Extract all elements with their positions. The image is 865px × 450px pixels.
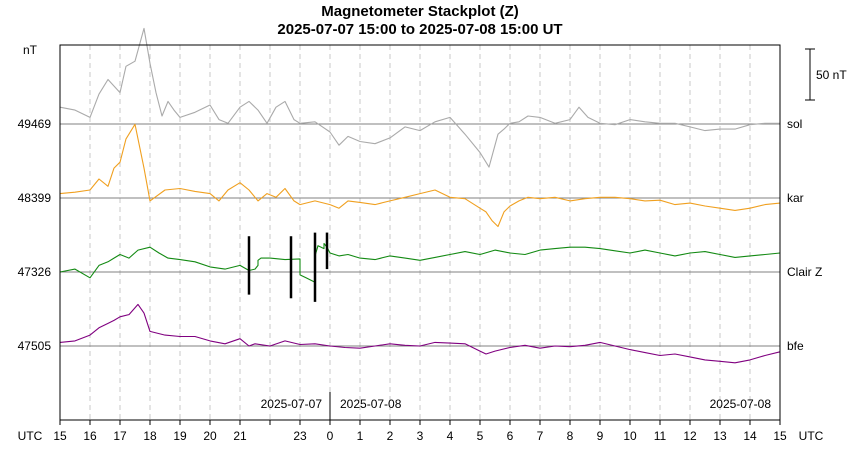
x-tick-label: 5	[477, 429, 484, 443]
baseline-value-label: 48399	[18, 191, 52, 205]
x-tick-label: 4	[447, 429, 454, 443]
x-tick-label: 23	[293, 429, 307, 443]
series-lines	[59, 27, 781, 364]
vertical-bars	[247, 232, 329, 302]
date-label-start: 2025-07-07	[261, 397, 323, 411]
baseline-value-label: 47326	[18, 265, 52, 279]
x-tick-label: 16	[83, 429, 97, 443]
x-tick-label: 15	[53, 429, 67, 443]
x-tick-label: 17	[113, 429, 127, 443]
series-line	[59, 123, 781, 228]
x-tick-label: 18	[143, 429, 157, 443]
scale-bar: 50 nT	[805, 48, 847, 101]
x-tick-label: 3	[417, 429, 424, 443]
date-label-day2: 2025-07-08	[340, 397, 402, 411]
chart-title: Magnetometer Stackplot (Z)	[321, 3, 519, 20]
series-name-label: sol	[787, 117, 802, 131]
series-line	[59, 27, 780, 168]
x-tick-label: 13	[713, 429, 727, 443]
x-axis-label-left: UTC	[18, 429, 43, 443]
x-axis-label-right: UTC	[799, 429, 824, 443]
y-axis-unit-label: nT	[23, 43, 38, 57]
series-labels: 49469 sol 48399 kar 47326 Clair Z 47505 bfe	[18, 117, 823, 353]
series-line	[59, 303, 781, 364]
x-ticks: 15 16 17 18 19 20 21 23 0 1 2 3 4 5 6 7 8 9 10 11 12 13 14 15	[53, 420, 787, 443]
x-tick-label: 6	[507, 429, 514, 443]
x-tick-label: 1	[357, 429, 364, 443]
series-name-label: Clair Z	[787, 265, 822, 279]
x-tick-label: 2	[387, 429, 394, 443]
x-tick-label: 7	[537, 429, 544, 443]
x-tick-label: 9	[597, 429, 604, 443]
chart-subtitle: 2025-07-07 15:00 to 2025-07-08 15:00 UT	[277, 21, 562, 38]
x-tick-label: 10	[623, 429, 637, 443]
baseline-value-label: 49469	[18, 117, 52, 131]
x-tick-label: 15	[773, 429, 787, 443]
x-tick-label: 14	[743, 429, 757, 443]
date-label-end: 2025-07-08	[710, 397, 772, 411]
x-tick-label: 21	[233, 429, 247, 443]
x-tick-label: 12	[683, 429, 697, 443]
x-tick-label: 0	[327, 429, 334, 443]
series-name-label: bfe	[787, 339, 804, 353]
x-tick-label: 19	[173, 429, 187, 443]
x-tick-label: 20	[203, 429, 217, 443]
date-labels: 2025-07-07 2025-07-08 2025-07-08	[261, 392, 772, 420]
x-tick-label: 11	[654, 429, 667, 443]
scale-bar-label: 50 nT	[816, 68, 847, 82]
series-name-label: kar	[787, 191, 804, 205]
baseline-value-label: 47505	[18, 339, 52, 353]
grid-lines	[89, 45, 751, 420]
x-tick-label: 8	[567, 429, 574, 443]
